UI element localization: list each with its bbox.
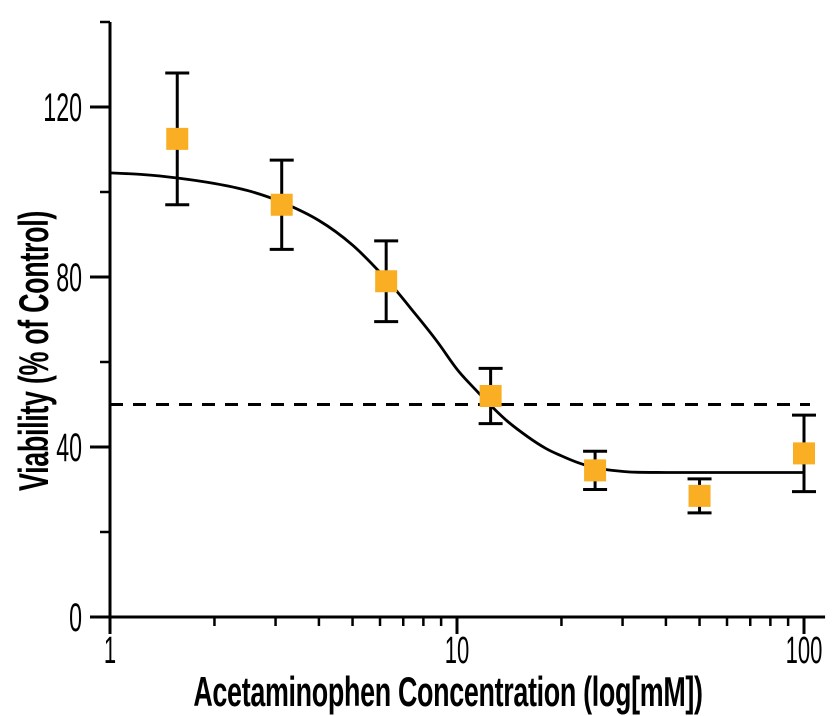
y-tick-label: 0 xyxy=(69,594,82,639)
data-point-marker xyxy=(166,127,189,150)
y-tick-label: 120 xyxy=(43,84,82,129)
data-point-marker xyxy=(584,459,607,482)
x-axis: 1 10 100 xyxy=(104,617,823,672)
data-point-marker xyxy=(479,385,502,407)
data-point-marker xyxy=(270,193,293,216)
x-tick-label: 10 xyxy=(445,629,470,672)
x-axis-title: Acetaminophen Concentration (log[mM]) xyxy=(193,668,703,715)
y-axis-title: Viability (% of Control) xyxy=(10,210,57,492)
axis-spine xyxy=(108,22,826,619)
data-point-marker xyxy=(793,442,815,465)
fit-curve xyxy=(109,171,804,474)
data-point-marker xyxy=(688,484,711,507)
y-tick-label: 80 xyxy=(56,254,82,299)
x-tick-label: 1 xyxy=(104,629,116,672)
y-tick-label: 40 xyxy=(56,424,82,469)
y-axis: 0 40 80 120 xyxy=(43,20,110,640)
x-tick-label: 100 xyxy=(786,629,823,672)
data-series xyxy=(165,71,816,515)
data-point-marker xyxy=(375,270,398,293)
